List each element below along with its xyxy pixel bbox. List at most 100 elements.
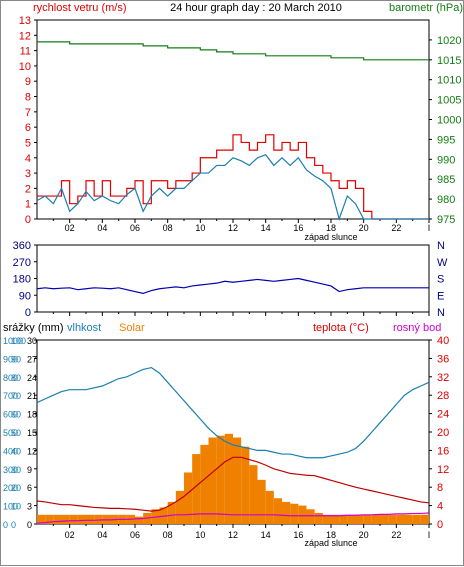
hour-tick-label: I: [428, 223, 431, 233]
wind-y-tick-label: 4: [25, 153, 31, 165]
solar-bar: [420, 514, 429, 524]
wind-gust-line: [37, 134, 429, 220]
hour-tick-label: 10: [195, 223, 205, 233]
humidity-line: [36, 366, 430, 459]
solar-bar: [273, 498, 282, 524]
solar-bar: [380, 514, 389, 524]
solar-bar: [135, 516, 144, 524]
baro-y-tick-label: 975: [437, 214, 455, 226]
humidity-tick-label: 40: [11, 446, 21, 456]
rain-tick-label: 12: [27, 446, 37, 456]
solar-bar: [167, 501, 176, 524]
direction-y-tick-label: 180: [13, 274, 31, 286]
solar-tick-label: 700: [3, 391, 18, 401]
baro-y-tick-label: 1000: [437, 115, 461, 127]
solar-bar: [371, 514, 380, 524]
temperature-line: [36, 456, 430, 512]
wind-y-tick-label: 5: [25, 137, 31, 149]
direction-plot-frame: [36, 244, 430, 313]
chart-title: 24 hour graph day : 20 March 2010: [170, 2, 342, 14]
rain-tick-label: 18: [27, 410, 37, 420]
temperature-tick-label: 12: [437, 464, 449, 476]
humidity-tick-label: 80: [11, 373, 21, 383]
temperature-tick-label: 16: [437, 445, 449, 457]
baro-y-tick-label: 1015: [437, 55, 461, 67]
rain-tick-label: 3: [27, 502, 32, 512]
hour-tick-label: 04: [97, 530, 107, 540]
rain-tick-label: 9: [27, 465, 32, 475]
solar-bar: [314, 512, 323, 524]
solar-bar: [37, 514, 46, 524]
barometer-axis-title: barometr (hPa): [389, 2, 463, 14]
solar-bar: [339, 514, 348, 524]
temperature-tick-label: 32: [437, 372, 449, 384]
hour-tick-label: 22: [391, 530, 401, 540]
baro-y-tick-label: 980: [437, 194, 455, 206]
dewpoint-line: [36, 512, 430, 524]
baro-y-tick-label: 1010: [437, 75, 461, 87]
hour-tick-label: 16: [293, 530, 303, 540]
wind-axis-title: rychlost vetru (m/s): [33, 2, 127, 14]
hour-tick-label: 16: [293, 223, 303, 233]
hour-tick-label: 08: [163, 530, 173, 540]
humidity-tick-label: 50: [11, 428, 21, 438]
solar-bar: [86, 514, 95, 524]
rain-tick-label: 24: [27, 373, 37, 383]
sunset-label-bottom: západ slunce: [304, 538, 357, 548]
solar-bar: [306, 509, 315, 524]
solar-bar: [347, 514, 356, 524]
temperature-tick-label: 28: [437, 390, 449, 402]
humidity-tick-label: 10: [11, 502, 21, 512]
solar-tick-label: 300: [3, 465, 18, 475]
hour-tick-label: 18: [326, 530, 336, 540]
direction-y-tick-label: 90: [19, 290, 31, 302]
solar-bar: [45, 514, 54, 524]
solar-bar: [322, 514, 331, 524]
temperature-tick-label: 8: [437, 482, 443, 494]
wind-y-tick-label: 12: [19, 30, 31, 42]
hour-tick-label: 08: [163, 223, 173, 233]
solar-tick-label: 600: [3, 410, 18, 420]
rain-tick-label: 30: [27, 336, 37, 346]
wind-y-tick-label: 0: [25, 214, 31, 226]
rain-tick-label: 21: [27, 391, 37, 401]
solar-bar: [175, 490, 184, 524]
hour-tick-label: 02: [65, 530, 75, 540]
direction-line: [36, 277, 429, 295]
baro-y-tick-label: 1005: [437, 95, 461, 107]
legend-humidity: vlhkost: [67, 322, 101, 334]
temperature-tick-label: 36: [437, 353, 449, 365]
barometer-line: [37, 41, 429, 61]
compass-label: W: [437, 257, 448, 269]
wind-plot-frame: [36, 19, 430, 220]
legend-dewpoint: rosný bod: [393, 322, 441, 334]
solar-bar: [265, 490, 274, 524]
wind-y-tick-label: 2: [25, 183, 31, 195]
solar-bar: [412, 514, 421, 524]
solar-tick-label: 100: [3, 502, 18, 512]
solar-bar: [355, 514, 364, 524]
wind-y-tick-label: 1: [25, 199, 31, 211]
wind-y-tick-label: 6: [25, 122, 31, 134]
wind-y-tick-label: 9: [25, 76, 31, 88]
temperature-tick-label: 20: [437, 427, 449, 439]
compass-label: N: [437, 240, 445, 252]
solar-tick-label: 800: [3, 373, 18, 383]
compass-label: E: [437, 290, 444, 302]
baro-y-tick-label: 990: [437, 154, 455, 166]
hour-tick-label: 06: [130, 530, 140, 540]
rain-tick-label: 27: [27, 354, 37, 364]
wind-average-line: [36, 153, 429, 222]
solar-bar: [69, 514, 78, 524]
rain-tick-label: 6: [27, 483, 32, 493]
hour-tick-label: 12: [228, 530, 238, 540]
solar-tick-label: 200: [3, 483, 18, 493]
hour-tick-label: 10: [195, 530, 205, 540]
temperature-tick-label: 24: [437, 409, 449, 421]
baro-y-tick-label: 995: [437, 134, 455, 146]
compass-label: N: [437, 307, 445, 319]
wind-y-tick-label: 11: [20, 46, 31, 58]
rain-tick-label: 15: [27, 428, 37, 438]
wind-y-tick-label: 8: [25, 92, 31, 104]
